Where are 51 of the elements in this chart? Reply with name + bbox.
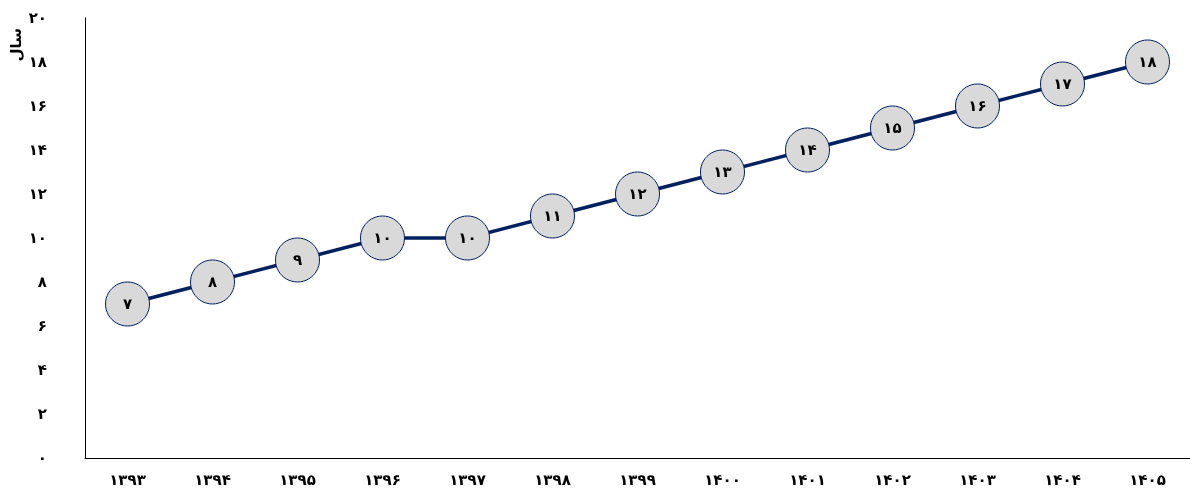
point (1040, 61, 1085, 107)
y-tick-label: ۱۶ (28, 97, 47, 115)
x-tick-label: ۱۳۹۳ (109, 470, 146, 489)
data-label: ۱۶ (968, 97, 987, 115)
point (105, 281, 150, 327)
x-tick-label: ۱۳۹۹ (619, 470, 656, 489)
x-tick-label: ۱۴۰۵ (1129, 470, 1166, 489)
y-tick-label: ۱۰ (28, 229, 47, 247)
point (530, 193, 575, 239)
data-label: ۱۰ (373, 229, 392, 247)
data-label: ۱۴ (798, 141, 817, 159)
data-label: ۱۷ (1053, 75, 1072, 93)
point (870, 105, 915, 151)
data-label: ۱۵ (883, 119, 902, 137)
point (190, 259, 235, 305)
point (700, 149, 745, 195)
x-tick-label: ۱۳۹۵ (279, 470, 316, 489)
y-tick-label: ۸ (37, 273, 47, 291)
y-tick-label: ۲ (37, 405, 47, 423)
data-label: ۱۲ (628, 185, 647, 203)
data-label: ۸ (207, 273, 218, 291)
y-tick-label: ۱۲ (28, 185, 47, 203)
y-axis-title: سال (6, 27, 25, 62)
x-tick-label: ۱۴۰۰ (704, 470, 741, 489)
data-label: ۱۰ (458, 229, 477, 247)
point (955, 83, 1000, 129)
data-label: ۹ (292, 251, 303, 269)
y-tick-label: ۶ (37, 317, 47, 335)
x-tick-label: ۱۴۰۱ (789, 470, 826, 489)
point (275, 237, 320, 283)
point (785, 127, 830, 173)
point (445, 215, 490, 261)
x-tick-label: ۱۴۰۴ (1044, 470, 1081, 489)
data-label: ۷ (122, 295, 133, 313)
x-tick-label: ۱۴۰۲ (874, 470, 911, 489)
x-tick-label: ۱۳۹۷ (449, 470, 486, 489)
x-tick-label: ۱۳۹۶ (364, 470, 401, 489)
point (360, 215, 405, 261)
data-label: ۱۳ (713, 163, 732, 181)
y-tick-label: ۱۸ (28, 53, 47, 71)
data-label: ۱۱ (543, 207, 562, 225)
data-label: ۱۸ (1138, 53, 1157, 71)
x-tick-label: ۱۳۹۴ (194, 470, 231, 489)
y-tick-label: ۰ (37, 449, 47, 467)
x-tick-label: ۱۴۰۳ (959, 470, 996, 489)
y-tick-label: ۲۰ (28, 9, 47, 27)
y-tick-label: ۱۴ (28, 141, 47, 159)
y-tick-label: ۴ (37, 361, 47, 379)
point (615, 171, 660, 217)
x-tick-label: ۱۳۹۸ (534, 470, 571, 489)
point (1125, 39, 1170, 85)
